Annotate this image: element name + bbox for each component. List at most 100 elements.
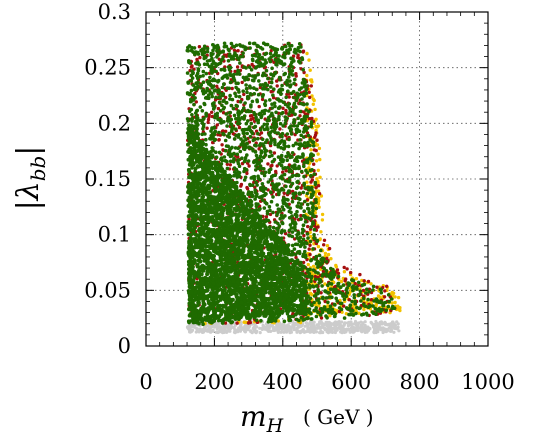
scatter-point-green xyxy=(204,71,209,76)
scatter-point-green xyxy=(259,194,264,199)
scatter-point-green xyxy=(335,299,340,303)
scatter-point-green xyxy=(211,43,215,47)
scatter-point-green xyxy=(229,103,234,108)
scatter-point-green xyxy=(302,181,307,186)
scatter-point-green xyxy=(250,183,255,187)
scatter-point-green xyxy=(316,310,320,315)
scatter-point-green xyxy=(186,80,190,85)
scatter-point-green xyxy=(327,307,332,312)
scatter-point-gray xyxy=(392,322,396,326)
scatter-point-green xyxy=(234,53,239,58)
scatter-point-green xyxy=(289,124,293,128)
scatter-point-green xyxy=(245,142,249,146)
scatter-point-green xyxy=(236,146,240,150)
scatter-point-green xyxy=(271,225,276,230)
scatter-point-green xyxy=(269,174,274,179)
scatter-point-green xyxy=(286,41,291,46)
scatter-point-red xyxy=(242,92,246,97)
scatter-point-gray xyxy=(215,327,219,331)
scatter-point-green xyxy=(259,318,263,323)
scatter-point-green xyxy=(196,84,200,89)
scatter-point-green xyxy=(289,43,294,48)
scatter-point-gray xyxy=(214,330,218,334)
scatter-point-yellow xyxy=(315,177,319,181)
scatter-point-green xyxy=(306,207,311,211)
scatter-point-green xyxy=(308,143,312,148)
scatter-point-green xyxy=(302,141,307,145)
scatter-point-red xyxy=(235,65,240,69)
scatter-point-green xyxy=(324,272,329,276)
scatter-point-green xyxy=(303,249,307,254)
scatter-point-red xyxy=(337,309,342,314)
scatter-point-red xyxy=(268,212,273,217)
scatter-point-yellow xyxy=(334,263,338,268)
scatter-point-green xyxy=(256,64,261,68)
scatter-point-green xyxy=(287,75,291,79)
scatter-point-green xyxy=(239,137,243,141)
scatter-point-red xyxy=(358,272,362,277)
scatter-point-green xyxy=(308,137,312,142)
scatter-point-green xyxy=(223,138,228,143)
scatter-point-green xyxy=(327,310,331,315)
scatter-point-green xyxy=(217,150,222,155)
scatter-point-green xyxy=(259,158,264,163)
scatter-point-green xyxy=(227,68,232,72)
scatter-point-gray xyxy=(387,326,391,330)
scatter-point-gray xyxy=(195,327,199,331)
scatter-point-green xyxy=(309,122,314,126)
scatter-point-green xyxy=(354,311,358,316)
scatter-point-green xyxy=(292,123,297,128)
scatter-point-green xyxy=(295,124,300,128)
scatter-point-green xyxy=(301,229,306,233)
scatter-point-green xyxy=(310,212,315,216)
scatter-point-yellow xyxy=(316,168,320,172)
scatter-point-green xyxy=(285,158,290,162)
scatter-point-gray xyxy=(383,321,387,325)
scatter-point-green xyxy=(212,89,217,93)
scatter-point-green xyxy=(222,132,226,137)
scatter-point-green xyxy=(202,54,207,58)
scatter-point-green xyxy=(312,233,316,237)
scatter-point-green xyxy=(289,108,294,112)
scatter-point-green xyxy=(282,229,287,233)
scatter-point-green xyxy=(272,122,276,127)
scatter-point-green xyxy=(204,142,208,147)
scatter-point-green xyxy=(264,201,269,206)
scatter-point-green xyxy=(229,320,233,325)
scatter-point-green xyxy=(241,129,246,134)
scatter-point-green xyxy=(197,63,202,67)
scatter-point-red xyxy=(236,49,240,53)
scatter-point-green xyxy=(189,88,194,93)
scatter-point-gray xyxy=(194,330,198,334)
scatter-point-green xyxy=(309,258,314,262)
scatter-point-green xyxy=(349,309,353,313)
scatter-point-gray xyxy=(258,331,262,335)
scatter-point-red xyxy=(228,163,232,167)
scatter-point-yellow xyxy=(318,175,322,179)
scatter-point-green xyxy=(302,135,306,139)
scatter-point-red xyxy=(349,270,353,275)
scatter-point-green xyxy=(306,133,311,138)
scatter-point-green xyxy=(202,62,207,66)
scatter-point-red xyxy=(215,84,219,89)
scatter-point-green xyxy=(201,74,205,78)
scatter-point-green xyxy=(252,159,256,164)
scatter-point-green xyxy=(303,274,308,278)
scatter-point-green xyxy=(301,190,306,195)
scatter-point-green xyxy=(212,105,217,109)
scatter-point-green xyxy=(250,192,254,197)
scatter-point-green xyxy=(255,44,260,49)
scatter-point-green xyxy=(294,130,299,135)
scatter-point-gray xyxy=(233,331,237,335)
scatter-point-green xyxy=(267,57,272,61)
scatter-point-green xyxy=(312,236,316,240)
scatter-point-red xyxy=(272,151,277,155)
scatter-point-green xyxy=(287,233,291,237)
scatter-point-green xyxy=(370,310,375,314)
scatter-point-green xyxy=(310,158,314,163)
scatter-point-green xyxy=(193,169,197,174)
scatter-point-green xyxy=(282,319,287,324)
scatter-point-green xyxy=(256,166,261,171)
scatter-point-green xyxy=(287,318,291,323)
